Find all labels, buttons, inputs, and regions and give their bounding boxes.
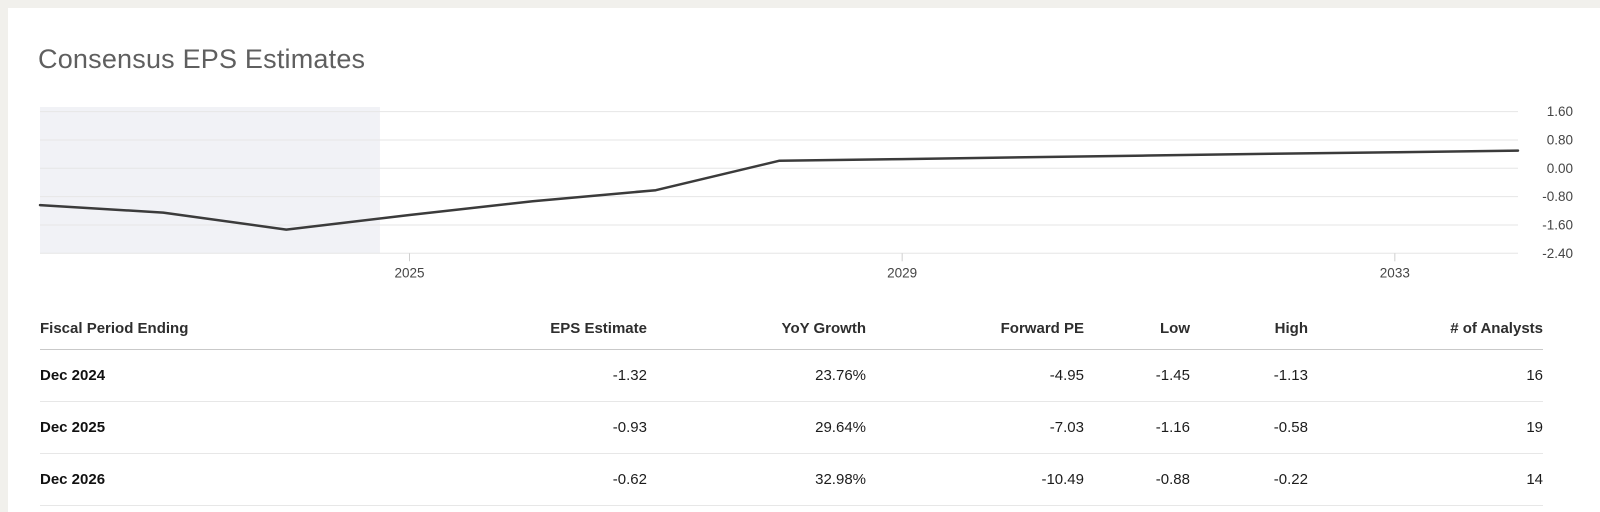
value-cell: -1.32: [430, 349, 647, 402]
column-header-yoy-growth: YoY Growth: [647, 308, 866, 350]
value-cell: -0.93: [430, 401, 647, 454]
fiscal-period-cell: Dec 2024: [40, 349, 430, 402]
fiscal-period-cell: Dec 2026: [40, 453, 430, 506]
fiscal-period-cell: Dec 2025: [40, 401, 430, 454]
value-cell: 19: [1308, 401, 1543, 454]
value-cell: -0.22: [1190, 453, 1308, 506]
value-cell: 29.64%: [647, 401, 866, 454]
value-cell: -1.16: [1084, 401, 1190, 454]
x-axis-label: 2029: [887, 265, 917, 280]
y-axis-label: 0.80: [1547, 132, 1573, 147]
column-header-forward-pe: Forward PE: [866, 308, 1084, 350]
eps-chart-container: 1.60 0.80 0.00 -0.80 -1.60 -2.40 2025 2029 2033: [8, 8, 1600, 300]
table-body: Dec 2024 -1.32 23.76% -4.95 -1.45 -1.13 16 Dec …: [40, 349, 1543, 506]
value-cell: -0.62: [430, 453, 647, 506]
x-axis-label: 2025: [394, 265, 424, 280]
x-axis-label: 2033: [1380, 265, 1410, 280]
y-axis-label: 0.00: [1547, 161, 1573, 176]
column-header-low: Low: [1084, 308, 1190, 350]
table-row: Dec 2026 -0.62 32.98% -10.49 -0.88 -0.22 14: [40, 453, 1543, 506]
table-header-row: Fiscal Period Ending EPS Estimate YoY Grow…: [40, 308, 1543, 350]
y-axis-label: -0.80: [1542, 189, 1573, 204]
value-cell: 16: [1308, 349, 1543, 402]
value-cell: -7.03: [866, 401, 1084, 454]
y-axis-label: -2.40: [1542, 246, 1573, 261]
value-cell: 14: [1308, 453, 1543, 506]
column-header-fiscal-period-ending: Fiscal Period Ending: [40, 308, 430, 350]
column-header--of-analysts: # of Analysts: [1308, 308, 1543, 350]
column-header-eps-estimate: EPS Estimate: [430, 308, 647, 350]
consensus-eps-card: Consensus EPS Estimates 1.60 0.80 0.00 -0.8…: [8, 8, 1600, 512]
eps-line-chart: 1.60 0.80 0.00 -0.80 -1.60 -2.40 2025 2029 2033: [38, 104, 1573, 280]
historical-shaded-region: [40, 107, 380, 254]
eps-estimates-table: Fiscal Period Ending EPS Estimate YoY Grow…: [40, 308, 1543, 506]
table-header: Fiscal Period Ending EPS Estimate YoY Grow…: [40, 308, 1543, 350]
value-cell: -4.95: [866, 349, 1084, 402]
y-axis-label: 1.60: [1547, 104, 1573, 119]
y-axis-label: -1.60: [1542, 217, 1573, 232]
page-title: Consensus EPS Estimates: [38, 44, 366, 74]
value-cell: -1.13: [1190, 349, 1308, 402]
value-cell: -10.49: [866, 453, 1084, 506]
value-cell: 23.76%: [647, 349, 866, 402]
value-cell: -1.45: [1084, 349, 1190, 402]
value-cell: -0.58: [1190, 401, 1308, 454]
table-row: Dec 2025 -0.93 29.64% -7.03 -1.16 -0.58 19: [40, 401, 1543, 454]
table-row: Dec 2024 -1.32 23.76% -4.95 -1.45 -1.13 16: [40, 349, 1543, 402]
column-header-high: High: [1190, 308, 1308, 350]
value-cell: -0.88: [1084, 453, 1190, 506]
value-cell: 32.98%: [647, 453, 866, 506]
consensus-eps-line: [38, 149, 1520, 231]
